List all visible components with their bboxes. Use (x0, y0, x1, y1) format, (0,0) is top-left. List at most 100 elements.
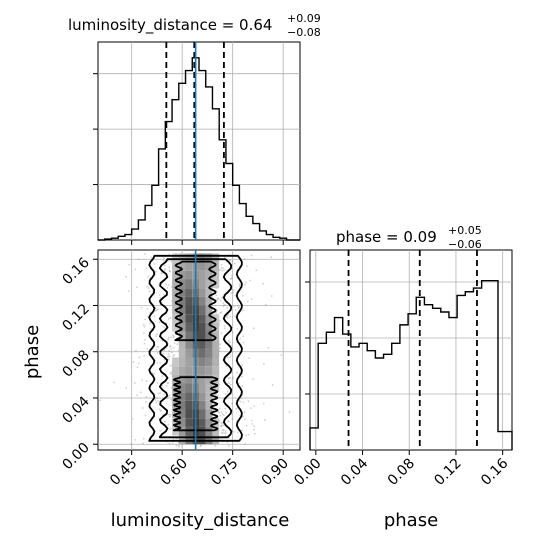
scatter-point (166, 382, 169, 384)
density-cell (205, 322, 213, 332)
scatter-point (134, 439, 137, 441)
scatter-point (156, 361, 159, 364)
density-cell (199, 383, 206, 393)
density-cell (185, 331, 193, 341)
density-cell (178, 435, 186, 445)
scatter-point (150, 256, 153, 259)
scatter-point (262, 282, 265, 285)
scatter-point (219, 319, 222, 322)
scatter-point (172, 335, 175, 338)
density-cell (185, 357, 193, 367)
scatter-point (227, 420, 229, 423)
scatter-point (164, 269, 166, 271)
ytick-label-phase-0: 0.00 (59, 440, 92, 473)
scatter-point (236, 431, 239, 434)
scatter-point (217, 395, 219, 397)
density-cell (212, 331, 220, 341)
scatter-point (229, 356, 232, 358)
density-cell (212, 435, 220, 445)
panel-frame-2d (97, 249, 301, 451)
scatter-point (157, 400, 159, 402)
scatter-point (153, 263, 156, 265)
density-cell (172, 366, 179, 375)
scatter-point (169, 270, 171, 273)
scatter-point (169, 394, 171, 397)
scatter-point (135, 349, 137, 352)
scatter-point (113, 381, 115, 384)
scatter-point (235, 407, 238, 410)
scatter-point (155, 345, 158, 348)
scatter-point (168, 266, 171, 269)
density-cell (172, 418, 179, 427)
scatter-point (169, 365, 172, 367)
scatter-point (217, 297, 220, 300)
scatter-point (167, 413, 170, 416)
scatter-point (224, 392, 227, 395)
density-cell (199, 253, 206, 263)
scatter-point (234, 309, 237, 311)
scatter-point (163, 256, 165, 259)
scatter-point (247, 433, 250, 436)
density-cell (178, 314, 186, 323)
scatter-point (162, 352, 165, 355)
scatter-point (232, 377, 234, 380)
scatter-point (137, 362, 140, 365)
scatter-point (199, 445, 202, 448)
scatter-point (127, 290, 130, 293)
scatter-point (158, 408, 161, 410)
scatter-point (157, 392, 160, 395)
scatter-point (173, 354, 176, 356)
scatter-point (138, 356, 141, 359)
density-cell (178, 322, 186, 332)
density-cell (178, 305, 186, 315)
density-cell (185, 340, 193, 349)
scatter-point (220, 296, 223, 299)
scatter-point (231, 418, 234, 421)
scatter-point (168, 284, 170, 286)
scatter-point (225, 431, 227, 434)
scatter-point (170, 373, 173, 375)
scatter-point (170, 336, 172, 339)
scatter-point (219, 347, 221, 350)
scatter-point (241, 375, 244, 378)
density-cell (205, 270, 213, 280)
scatter-point (270, 256, 273, 259)
scatter-point (288, 411, 291, 413)
density-cell (212, 348, 220, 358)
scatter-point (165, 384, 168, 387)
scatter-point (169, 345, 172, 348)
scatter-point (221, 413, 224, 415)
density-cell (212, 366, 220, 375)
scatter-point (229, 278, 232, 280)
scatter-point (159, 429, 162, 432)
scatter-point (216, 310, 218, 312)
density-cell (205, 279, 213, 289)
scatter-point (169, 372, 172, 375)
density-cell (178, 366, 186, 375)
scatter-point (146, 285, 149, 288)
scatter-point (228, 420, 230, 423)
density-cell (178, 253, 186, 263)
scatter-point (99, 399, 102, 402)
scatter-point (169, 414, 172, 416)
scatter-point (224, 304, 227, 306)
scatter-point (251, 423, 254, 425)
scatter-point (238, 285, 241, 288)
title-phase: phase = 0.09 (336, 228, 437, 246)
density-cell (199, 305, 206, 315)
density-cell (205, 357, 213, 367)
scatter-point (181, 444, 184, 446)
density-cell (199, 418, 206, 427)
scatter-point (218, 419, 221, 422)
scatter-point (170, 286, 173, 288)
scatter-point (223, 269, 225, 271)
density-cell (185, 314, 193, 323)
density-cell (185, 305, 193, 315)
density-cell (205, 262, 213, 271)
scatter-point (225, 365, 228, 368)
xtick-label-phase-2: 0.08 (385, 456, 418, 489)
scatter-point (223, 256, 226, 259)
density-cell (205, 296, 213, 306)
scatter-point (200, 444, 203, 447)
scatter-point (224, 430, 227, 432)
